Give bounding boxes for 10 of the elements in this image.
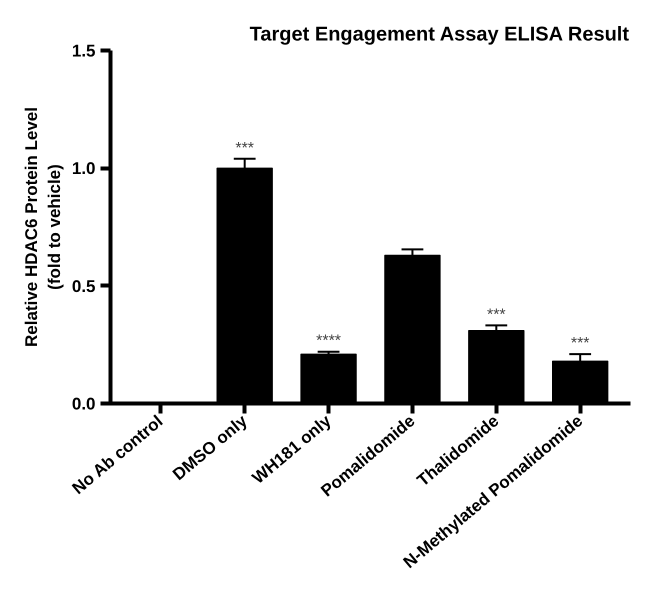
annotation: ***: [570, 335, 590, 352]
annotation: ***: [486, 306, 506, 324]
y-tick-label: 0.5: [72, 276, 96, 296]
y-tick-label: 0.0: [72, 394, 96, 414]
y-tick-label: 1.5: [72, 42, 96, 60]
annotation: ****: [316, 332, 342, 350]
annotation: ***: [235, 140, 254, 157]
y-tick-label: 1.0: [72, 159, 96, 178]
y-axis-title: Relative HDAC6 Protein Level (fold to vehicle): [22, 107, 64, 347]
chart-title: Target Engagement Assay ELISA Result: [250, 24, 630, 46]
